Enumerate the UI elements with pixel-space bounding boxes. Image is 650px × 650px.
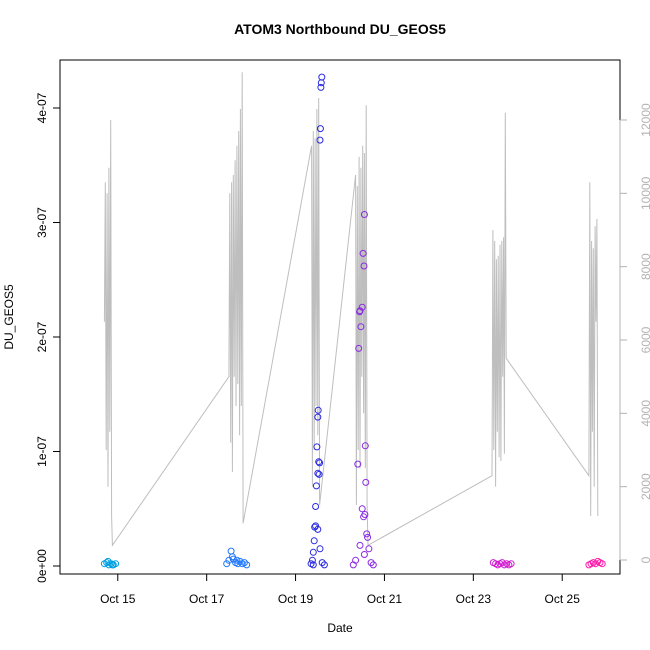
data-point xyxy=(498,559,506,567)
data-point xyxy=(359,249,367,257)
x-tick-label: Oct 25 xyxy=(545,592,581,606)
data-point xyxy=(233,556,241,564)
line-series xyxy=(103,72,599,547)
data-point xyxy=(357,323,365,331)
data-point xyxy=(367,559,375,567)
data-point xyxy=(228,553,236,561)
data-point xyxy=(316,136,324,144)
y2-tick-label: 2000 xyxy=(639,473,650,500)
data-point xyxy=(309,548,317,556)
y2-tick-label: 12000 xyxy=(639,103,650,137)
x-axis-label: Date xyxy=(327,621,353,635)
data-point xyxy=(308,556,316,564)
data-point xyxy=(360,551,368,558)
data-point xyxy=(361,511,369,518)
data-point xyxy=(318,73,326,81)
data-point xyxy=(358,505,366,513)
x-tick-label: Oct 19 xyxy=(278,592,314,606)
data-point xyxy=(361,442,369,450)
y-tick-label: 1e-07 xyxy=(35,436,49,467)
data-point xyxy=(315,458,323,466)
data-point xyxy=(314,525,322,533)
data-point xyxy=(355,344,363,352)
x-tick-label: Oct 15 xyxy=(100,592,136,606)
y-tick-label: 3e-07 xyxy=(35,207,49,238)
data-point xyxy=(312,503,320,510)
data-point xyxy=(592,560,600,568)
data-point xyxy=(103,559,111,567)
data-point xyxy=(108,561,116,569)
data-point xyxy=(369,561,377,569)
data-point xyxy=(363,530,371,538)
y-tick-label: 2e-07 xyxy=(35,321,49,352)
data-point xyxy=(365,545,373,553)
data-point xyxy=(316,125,324,133)
data-point xyxy=(318,559,326,567)
data-point xyxy=(112,560,120,568)
data-point xyxy=(352,556,360,564)
line-layer xyxy=(103,72,599,547)
data-point xyxy=(358,303,366,311)
y2-tick-label: 4000 xyxy=(639,400,650,427)
data-point xyxy=(360,211,368,218)
data-point xyxy=(598,560,606,568)
y2-tick-label: 8000 xyxy=(639,253,650,280)
data-point xyxy=(310,537,318,545)
data-point xyxy=(314,406,322,414)
x-tick-label: Oct 21 xyxy=(367,592,403,606)
x-tick-label: Oct 17 xyxy=(189,592,225,606)
axis-layer: Oct 15 Oct 17 Oct 19 Oct 21 Oct 23 Oct 25 0e+0… xyxy=(35,92,650,606)
data-point xyxy=(243,561,251,569)
data-point xyxy=(507,560,515,568)
data-point xyxy=(316,545,324,553)
data-point xyxy=(317,83,325,91)
data-point xyxy=(240,559,248,567)
data-point xyxy=(320,561,328,569)
y2-tick-label: 10000 xyxy=(639,176,650,210)
y-tick-label: 0e+00 xyxy=(35,549,49,583)
data-point xyxy=(364,533,372,541)
x-tick-label: Oct 23 xyxy=(456,592,492,606)
data-point xyxy=(314,413,322,421)
data-point xyxy=(314,469,322,477)
data-point xyxy=(309,561,317,569)
data-point xyxy=(356,541,364,549)
data-point xyxy=(225,556,233,564)
y-axis-label: DU_GEOS5 xyxy=(2,284,16,350)
data-point xyxy=(312,482,320,490)
data-point xyxy=(354,460,362,468)
data-point xyxy=(315,470,323,478)
data-point xyxy=(362,478,370,486)
data-point xyxy=(236,557,244,565)
y-tick-label: 4e-07 xyxy=(35,92,49,123)
data-point xyxy=(227,547,235,555)
data-point xyxy=(360,262,368,270)
data-point xyxy=(234,560,242,568)
data-point xyxy=(316,459,324,467)
data-point xyxy=(312,522,320,530)
data-point xyxy=(313,443,321,451)
data-point xyxy=(356,307,364,315)
y2-tick-label: 6000 xyxy=(639,326,650,353)
y2-tick-label: 0 xyxy=(639,556,650,563)
chart-title: ATOM3 Northbound DU_GEOS5 xyxy=(234,21,446,37)
data-point xyxy=(104,557,112,565)
point-layer xyxy=(100,73,606,569)
